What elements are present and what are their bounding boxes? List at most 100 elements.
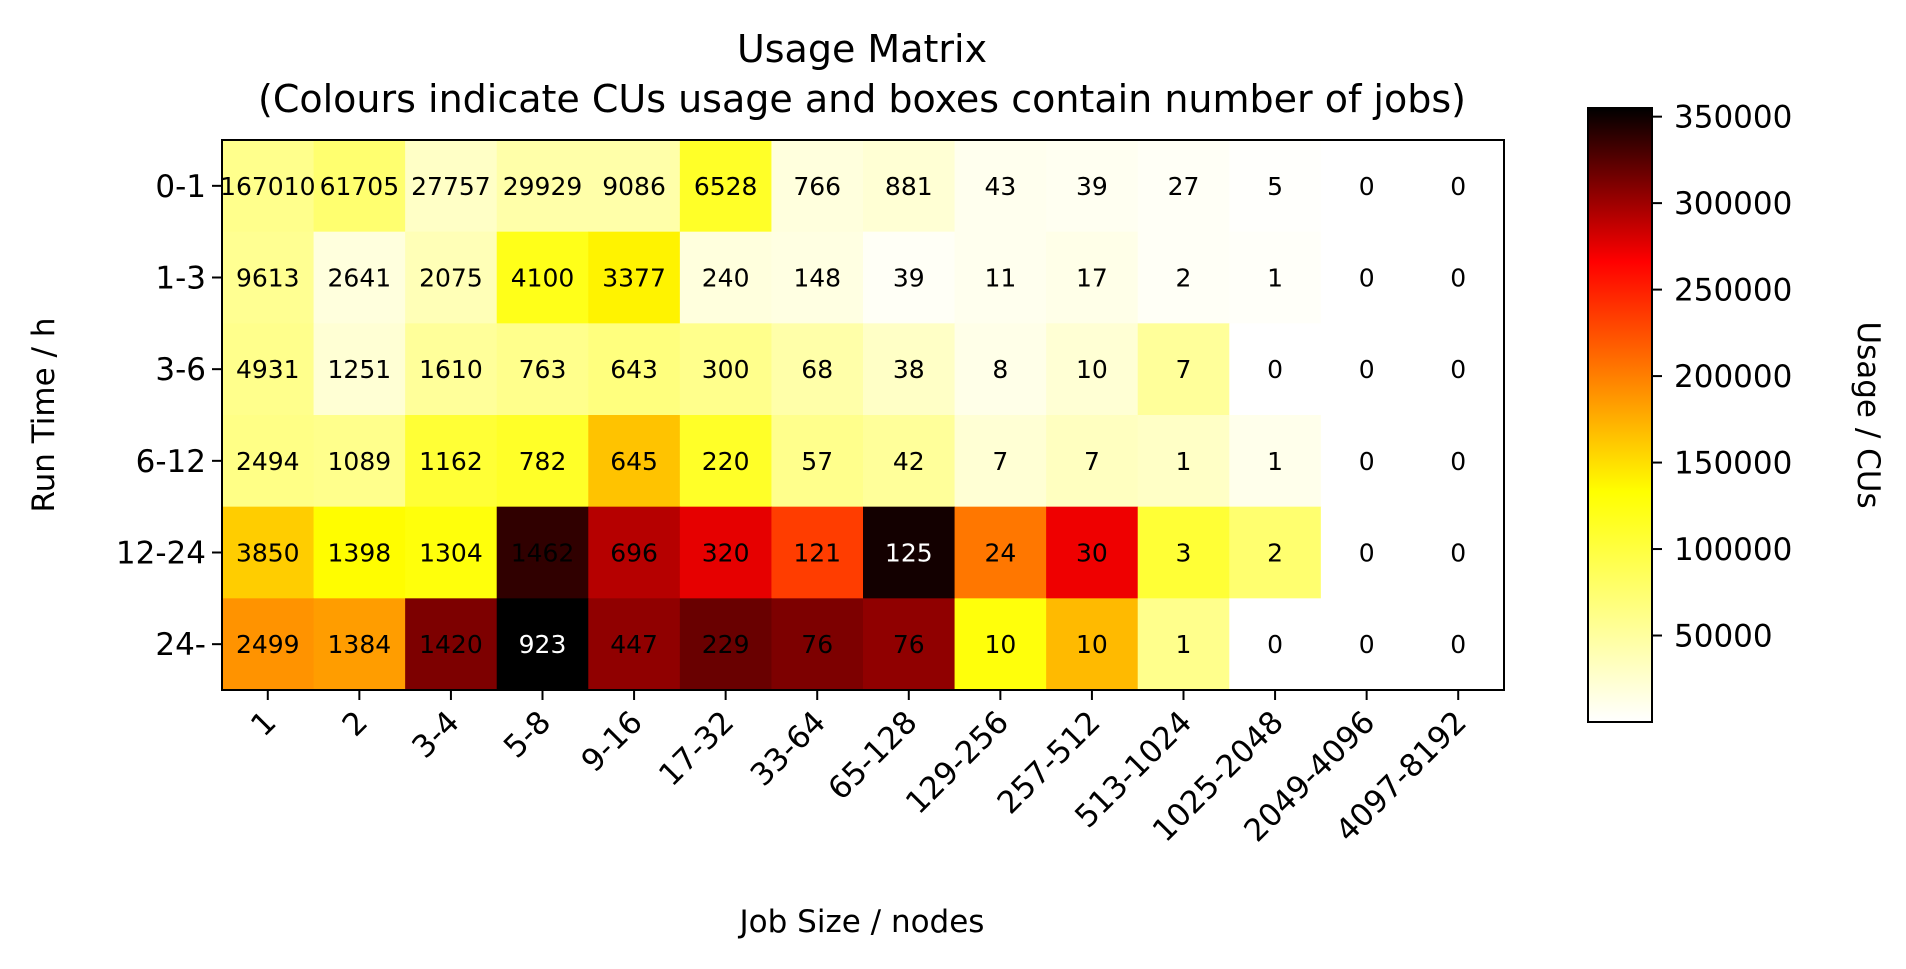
x-tick-label: 1 — [244, 704, 283, 743]
cell-value-label: 0 — [1450, 539, 1466, 568]
y-tick-label: 1-3 — [155, 261, 206, 297]
heatmap-cell — [588, 140, 681, 233]
cell-value-label: 10 — [1076, 630, 1108, 659]
heatmap-cell — [1137, 140, 1230, 233]
heatmap-cell — [679, 140, 772, 233]
heatmap-cell — [1320, 323, 1413, 416]
colorbar-ticks: 50000 100000 150000 200000 250000 300000 35000… — [1652, 100, 1792, 655]
y-tick-label: 24- — [155, 627, 206, 663]
cell-value-label: 0 — [1450, 630, 1466, 659]
heatmap-cell — [1046, 415, 1139, 508]
y-tick-label: 12-24 — [116, 536, 206, 572]
colorbar-tick-label: 100000 — [1674, 532, 1792, 568]
colorbar-tick-label: 350000 — [1674, 100, 1792, 136]
cell-value-label: 27757 — [411, 172, 491, 201]
heatmap-cell — [222, 140, 315, 233]
colorbar-tick-label: 150000 — [1674, 446, 1792, 482]
cell-value-label: 2641 — [328, 264, 392, 293]
x-tick-label: 2 — [336, 704, 375, 743]
heatmap-cell — [313, 598, 406, 691]
cell-value-label: 39 — [893, 264, 925, 293]
cell-value-label: 696 — [610, 539, 658, 568]
cell-value-label: 0 — [1359, 172, 1375, 201]
cell-value-label: 6528 — [694, 172, 758, 201]
heatmap-cell — [1412, 506, 1505, 599]
cell-value-label: 29929 — [503, 172, 583, 201]
heatmap-cell — [588, 323, 681, 416]
heatmap-cell — [588, 506, 681, 599]
heatmap-cell — [313, 323, 406, 416]
heatmap-cell — [1229, 506, 1322, 599]
x-tick-label: 3-4 — [405, 704, 466, 765]
heatmap-cell — [222, 323, 315, 416]
heatmap-cell — [405, 415, 498, 508]
heatmap-cell — [954, 231, 1047, 324]
cell-value-label: 881 — [885, 172, 933, 201]
x-axis-ticks: 1 2 3-4 5-8 9-16 17-32 33-6465-128129-256257-5… — [244, 690, 1474, 849]
cell-value-label: 1 — [1176, 447, 1192, 476]
y-tick-label: 3-6 — [155, 352, 206, 388]
heatmap-cell — [405, 231, 498, 324]
cell-value-label: 43 — [984, 172, 1016, 201]
cell-value-label: 9086 — [602, 172, 666, 201]
heatmap-cell — [496, 323, 589, 416]
cell-value-label: 76 — [893, 630, 925, 659]
heatmap-cell — [313, 506, 406, 599]
cell-value-label: 0 — [1267, 630, 1283, 659]
heatmap-cell — [679, 598, 772, 691]
heatmap-cell — [1137, 231, 1230, 324]
heatmap-cell — [771, 415, 864, 508]
x-tick-label: 5-8 — [497, 704, 558, 765]
cell-value-label: 4931 — [236, 355, 300, 384]
heatmap-cell — [1320, 598, 1413, 691]
cell-value-label: 11 — [984, 264, 1016, 293]
cell-value-label: 229 — [702, 630, 750, 659]
cell-value-label: 1398 — [328, 539, 392, 568]
cell-value-label: 7 — [992, 447, 1008, 476]
cell-value-label: 2499 — [236, 630, 300, 659]
cell-value-label: 782 — [519, 447, 567, 476]
x-tick-label: 33-64 — [744, 704, 833, 793]
cell-value-label: 5 — [1267, 172, 1283, 201]
x-axis-label: Job Size / nodes — [738, 904, 985, 940]
cell-value-label: 27 — [1168, 172, 1200, 201]
heatmap-cell — [313, 231, 406, 324]
heatmap-cell — [1046, 231, 1139, 324]
heatmap-cells — [222, 140, 1505, 691]
heatmap-cell — [1412, 415, 1505, 508]
cell-value-label: 148 — [793, 264, 841, 293]
cell-value-label: 0 — [1450, 264, 1466, 293]
cell-value-label: 0 — [1359, 264, 1375, 293]
heatmap-cell — [588, 231, 681, 324]
heatmap-cell — [1137, 415, 1230, 508]
x-tick-label: 9-16 — [575, 704, 650, 779]
cell-value-label: 167010 — [220, 172, 315, 201]
cell-value-label: 0 — [1450, 172, 1466, 201]
heatmap-cell — [679, 415, 772, 508]
heatmap-cell — [1229, 415, 1322, 508]
heatmap-cell — [1229, 598, 1322, 691]
cell-value-label: 3 — [1176, 539, 1192, 568]
heatmap-cell — [863, 323, 956, 416]
heatmap-cell — [222, 231, 315, 324]
heatmap-cell — [863, 598, 956, 691]
heatmap-cell-labels: 167010 61705 27757 29929 9086 6528 766 881 43 39 2… — [220, 172, 1466, 659]
chart-subtitle: (Colours indicate CUs usage and boxes co… — [258, 77, 1466, 121]
heatmap-cell — [679, 323, 772, 416]
colorbar-label: Usage / CUs — [1850, 321, 1886, 508]
cell-value-label: 8 — [992, 355, 1008, 384]
colorbar-tick-label: 250000 — [1674, 273, 1792, 309]
plot-frame — [221, 139, 1505, 691]
cell-value-label: 220 — [702, 447, 750, 476]
heatmap-cell — [954, 415, 1047, 508]
heatmap-cell — [1046, 323, 1139, 416]
cell-value-label: 1162 — [419, 447, 483, 476]
heatmap-cell — [1412, 140, 1505, 233]
cell-value-label: 1251 — [328, 355, 392, 384]
cell-value-label: 643 — [610, 355, 658, 384]
cell-value-label: 2075 — [419, 264, 483, 293]
heatmap-cell — [1320, 140, 1413, 233]
cell-value-label: 1 — [1267, 447, 1283, 476]
heatmap-cell — [313, 140, 406, 233]
heatmap-cell — [679, 506, 772, 599]
